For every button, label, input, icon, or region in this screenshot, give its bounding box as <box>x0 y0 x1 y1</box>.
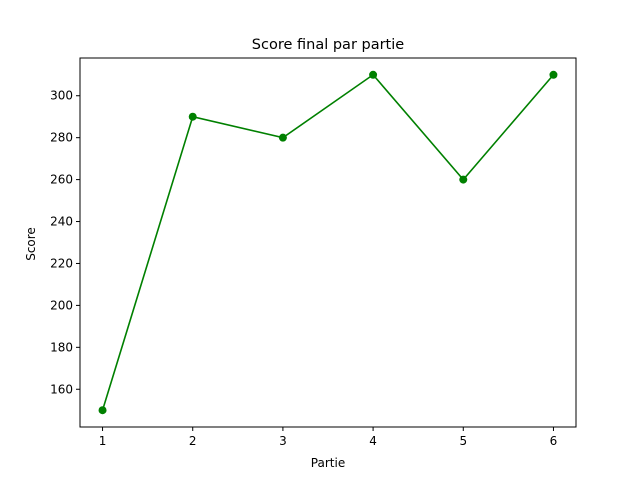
x-tick-label-6: 6 <box>550 434 558 448</box>
chart-title: Score final par partie <box>252 37 404 53</box>
x-tick-label-1: 1 <box>99 434 107 448</box>
data-point-3 <box>278 133 287 142</box>
y-tick-label-260: 260 <box>50 173 73 187</box>
data-point-2 <box>188 112 197 121</box>
y-tick-label-240: 240 <box>50 215 73 229</box>
x-tick-label-5: 5 <box>459 434 467 448</box>
x-tick-label-4: 4 <box>369 434 377 448</box>
data-point-1 <box>98 406 107 415</box>
x-tick-label-3: 3 <box>279 434 287 448</box>
x-axis-label: Partie <box>311 456 345 470</box>
y-tick-label-280: 280 <box>50 131 73 145</box>
axes-frame <box>79 57 577 428</box>
y-tick-label-160: 160 <box>50 382 73 396</box>
data-point-6 <box>549 70 558 79</box>
data-point-4 <box>369 70 378 79</box>
x-tick-label-2: 2 <box>189 434 197 448</box>
y-tick-label-180: 180 <box>50 340 73 354</box>
y-axis-label: Score <box>24 227 38 261</box>
data-point-5 <box>459 175 468 184</box>
y-tick-label-200: 200 <box>50 298 73 312</box>
y-tick-label-300: 300 <box>50 89 73 103</box>
plot-area: 1 2 3 4 5 6 160 180 200 220 240 260 280 300 <box>50 57 577 448</box>
y-tick-label-220: 220 <box>50 256 73 270</box>
series-line-1 <box>101 73 555 411</box>
